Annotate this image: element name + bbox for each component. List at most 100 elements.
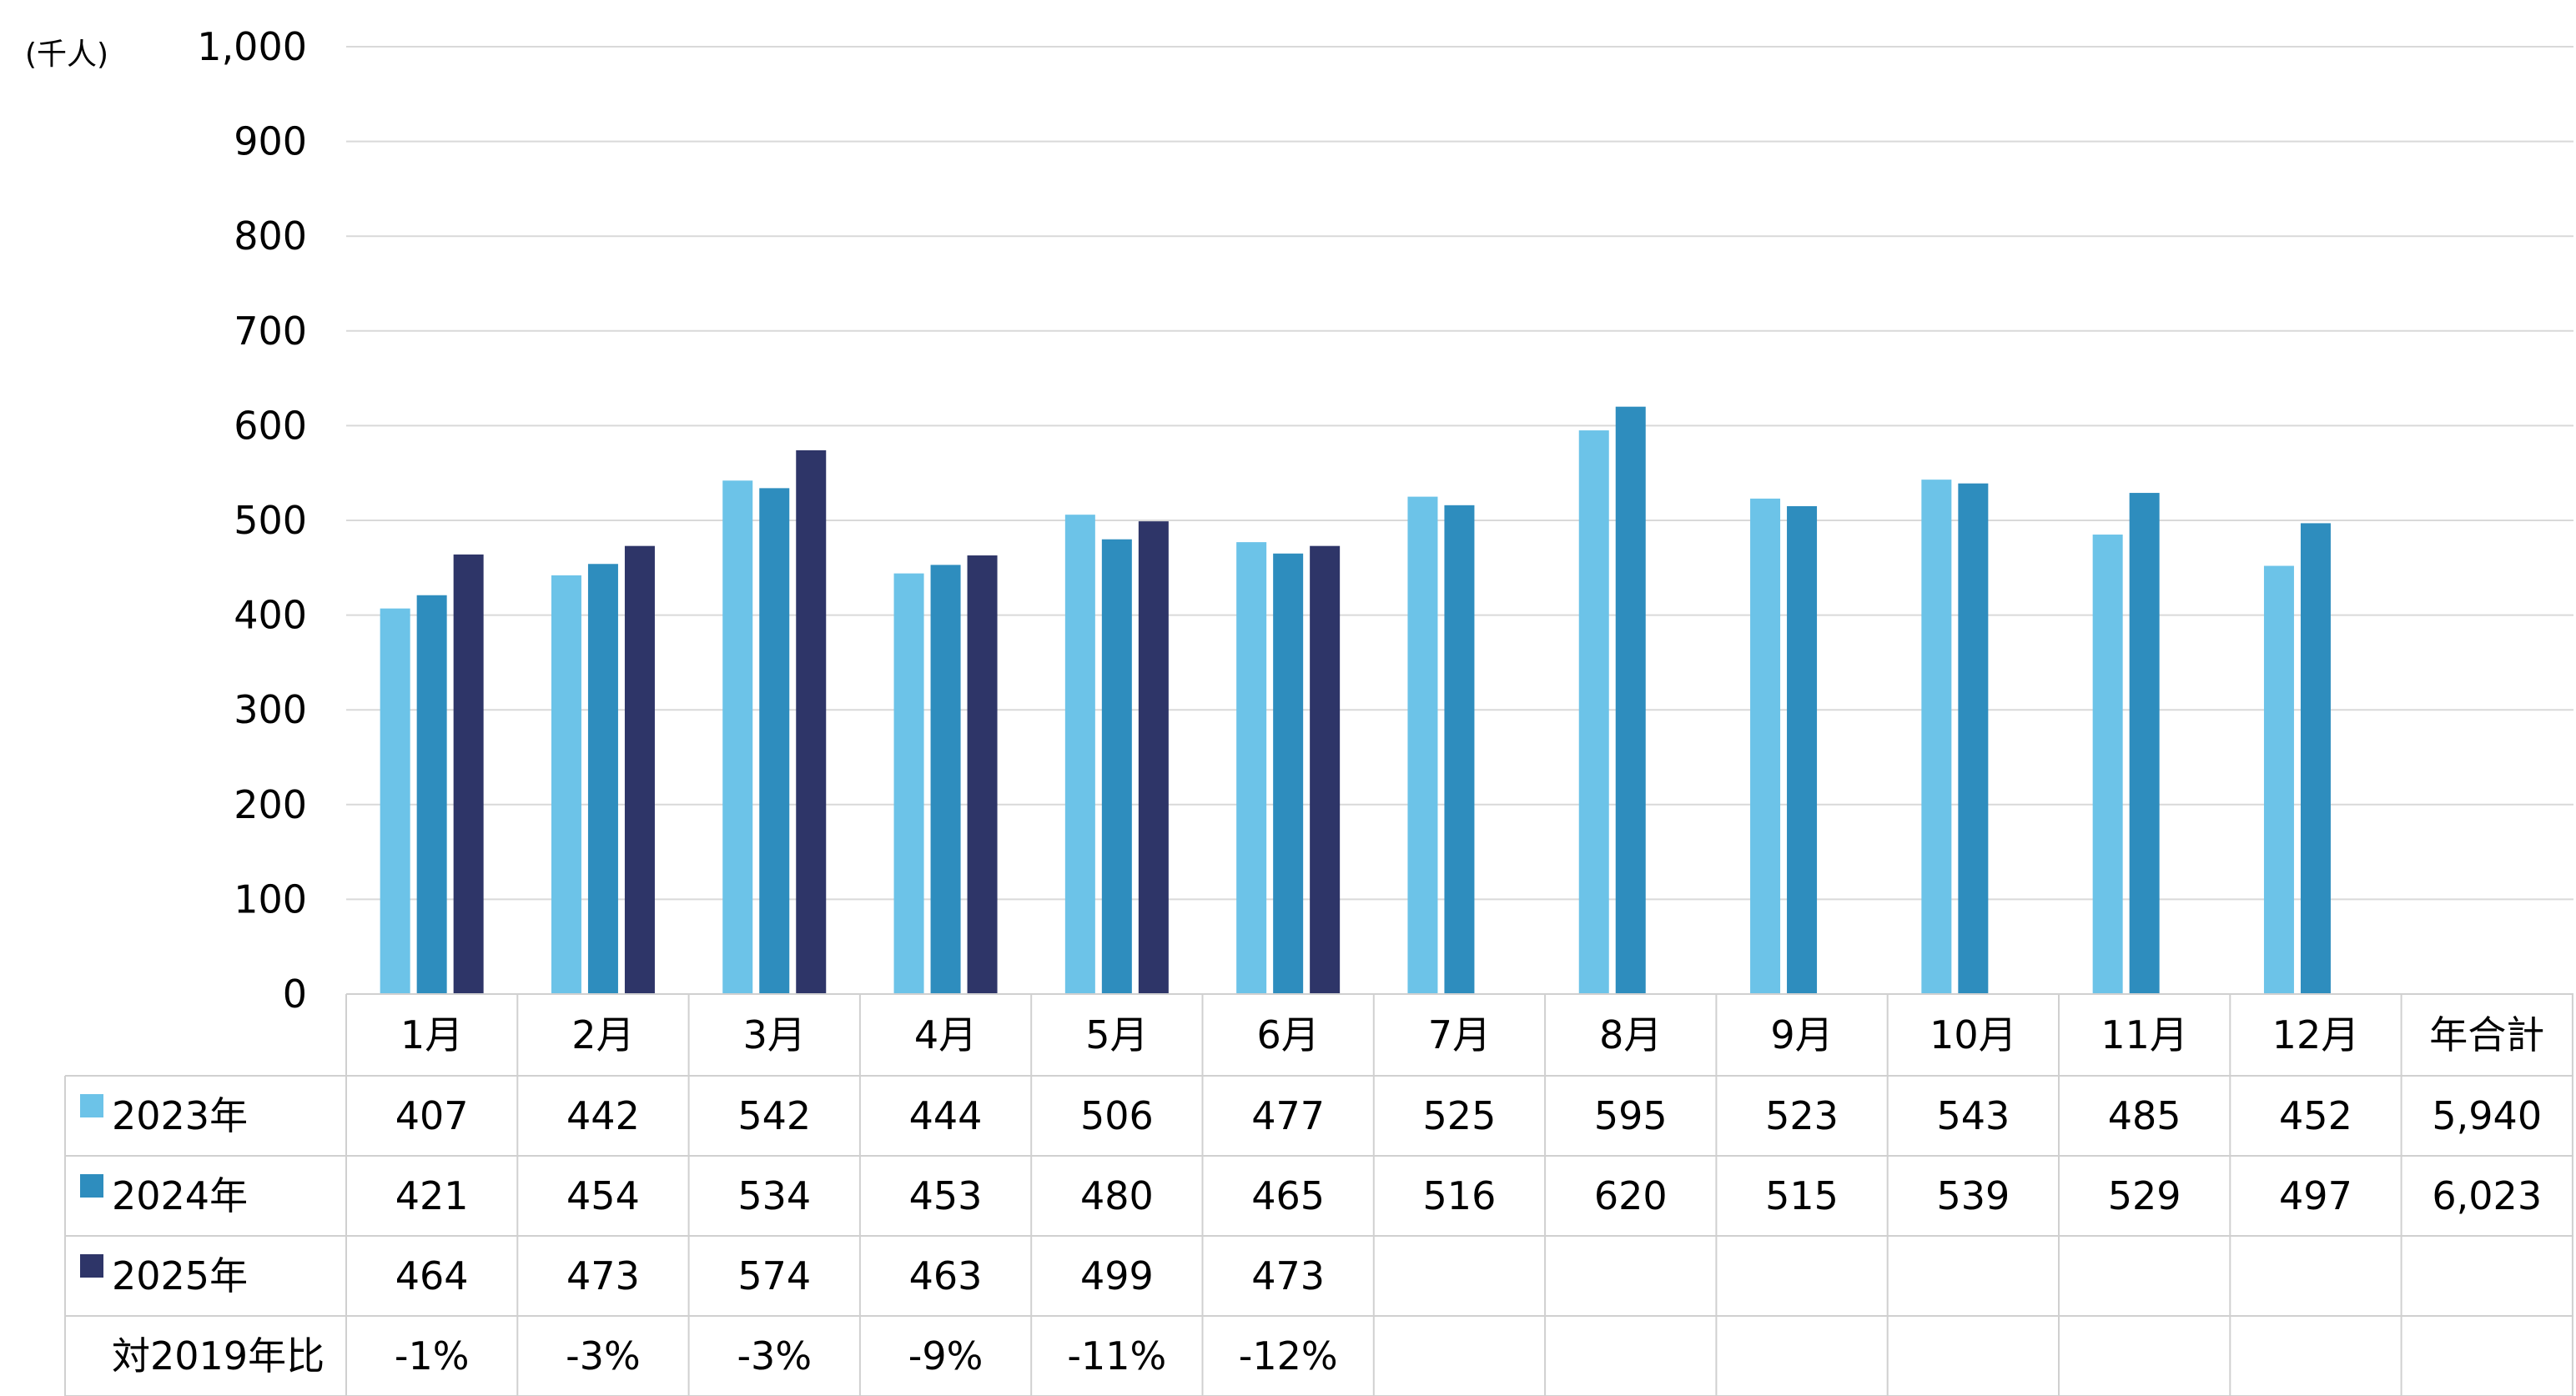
bar (893, 573, 924, 994)
bar (1064, 515, 1095, 994)
series-total: 5,940 (2432, 1093, 2542, 1138)
bar (587, 564, 618, 994)
data-value: 442 (566, 1093, 640, 1138)
y-tick-label: 300 (234, 687, 307, 732)
bar (1750, 498, 1781, 994)
y-tick-label: 600 (234, 403, 307, 448)
bar (759, 488, 790, 994)
y-tick-label: 0 (283, 972, 307, 1017)
ratio-value: -9% (908, 1333, 984, 1378)
bars-layer (380, 406, 2331, 994)
bar (1444, 505, 1475, 994)
legend-swatch (80, 1254, 103, 1278)
bar (551, 575, 581, 994)
data-value: 523 (1765, 1093, 1839, 1138)
data-value: 477 (1251, 1093, 1325, 1138)
data-value: 453 (909, 1173, 983, 1218)
data-value: 574 (737, 1253, 811, 1298)
data-value: 452 (2279, 1093, 2352, 1138)
category-label: 1月 (400, 1012, 463, 1057)
data-value: 497 (2279, 1173, 2352, 1218)
bar (2300, 523, 2331, 994)
data-table: 1月 2月 3月 4月 5月 6月 7月 8月 9月 10月 11月 12月 年合計 2023年 407 44… (64, 993, 2573, 1396)
legend-swatch (80, 1094, 103, 1117)
category-label: 6月 (1257, 1012, 1320, 1057)
legend-swatch (80, 1174, 103, 1198)
data-value: 542 (737, 1093, 811, 1138)
bar (1407, 496, 1438, 994)
bar (1787, 505, 1818, 994)
data-value: 525 (1423, 1093, 1497, 1138)
category-label: 3月 (743, 1012, 806, 1057)
bar (416, 595, 447, 994)
data-value: 473 (1251, 1253, 1325, 1298)
bar (1615, 406, 1646, 994)
data-value: 515 (1765, 1173, 1839, 1218)
bar (2129, 493, 2160, 994)
bar (453, 554, 484, 994)
total-header: 年合計 (2429, 1012, 2544, 1057)
category-label: 11月 (2101, 1012, 2188, 1057)
data-value: 620 (1594, 1173, 1668, 1218)
category-label: 5月 (1085, 1012, 1148, 1057)
bar (1101, 539, 1132, 994)
data-value: 444 (909, 1093, 983, 1138)
data-value: 534 (737, 1173, 811, 1218)
bar (380, 608, 410, 994)
series-name: 2025年 (112, 1253, 248, 1298)
category-label: 2月 (571, 1012, 634, 1057)
data-value: 465 (1251, 1173, 1325, 1218)
y-tick-label: 200 (234, 782, 307, 827)
bar (2263, 565, 2294, 994)
bar (796, 449, 827, 994)
bar (1921, 480, 1952, 994)
data-value: 485 (2108, 1093, 2181, 1138)
category-label: 7月 (1428, 1012, 1491, 1057)
bar (624, 545, 655, 994)
bar (2092, 535, 2123, 994)
series-name: 2023年 (112, 1093, 248, 1138)
grid-layer: 0 100 200 300 400 500 600 700 800 900 1,000 (197, 24, 2573, 1017)
ratio-value: -3% (737, 1333, 812, 1378)
ratio-value: -3% (566, 1333, 641, 1378)
y-tick-label: 700 (234, 309, 307, 354)
bar (930, 565, 961, 994)
data-value: 480 (1080, 1173, 1154, 1218)
bar (1310, 545, 1341, 994)
data-value: 539 (1936, 1173, 2010, 1218)
ratio-row-label: 対2019年比 (112, 1333, 325, 1378)
bar (722, 480, 753, 994)
data-value: 516 (1423, 1173, 1497, 1218)
data-value: 499 (1080, 1253, 1154, 1298)
data-value: 463 (909, 1253, 983, 1298)
category-label: 8月 (1599, 1012, 1662, 1057)
bar (967, 555, 998, 994)
bar (1958, 483, 1989, 994)
bar (1236, 542, 1267, 994)
y-tick-label: 900 (234, 119, 307, 164)
y-tick-label: 400 (234, 593, 307, 638)
data-value: 464 (395, 1253, 469, 1298)
category-label: 10月 (1929, 1012, 2017, 1057)
bar (1138, 521, 1169, 994)
data-value: 454 (566, 1173, 640, 1218)
ratio-value: -12% (1239, 1333, 1338, 1378)
series-name: 2024年 (112, 1173, 248, 1218)
series-total: 6,023 (2432, 1173, 2542, 1218)
y-tick-label: 800 (234, 213, 307, 259)
y-tick-label: 500 (234, 498, 307, 543)
data-value: 543 (1936, 1093, 2010, 1138)
bar (1578, 430, 1609, 994)
data-value: 421 (395, 1173, 469, 1218)
y-axis-unit-label: (千人) (25, 38, 109, 72)
y-tick-label: 100 (234, 876, 307, 921)
data-value: 529 (2108, 1173, 2181, 1218)
data-value: 473 (566, 1253, 640, 1298)
ratio-value: -1% (395, 1333, 470, 1378)
category-label: 4月 (914, 1012, 977, 1057)
ratio-value: -11% (1067, 1333, 1166, 1378)
data-value: 506 (1080, 1093, 1154, 1138)
data-value: 595 (1594, 1093, 1668, 1138)
data-value: 407 (395, 1093, 469, 1138)
